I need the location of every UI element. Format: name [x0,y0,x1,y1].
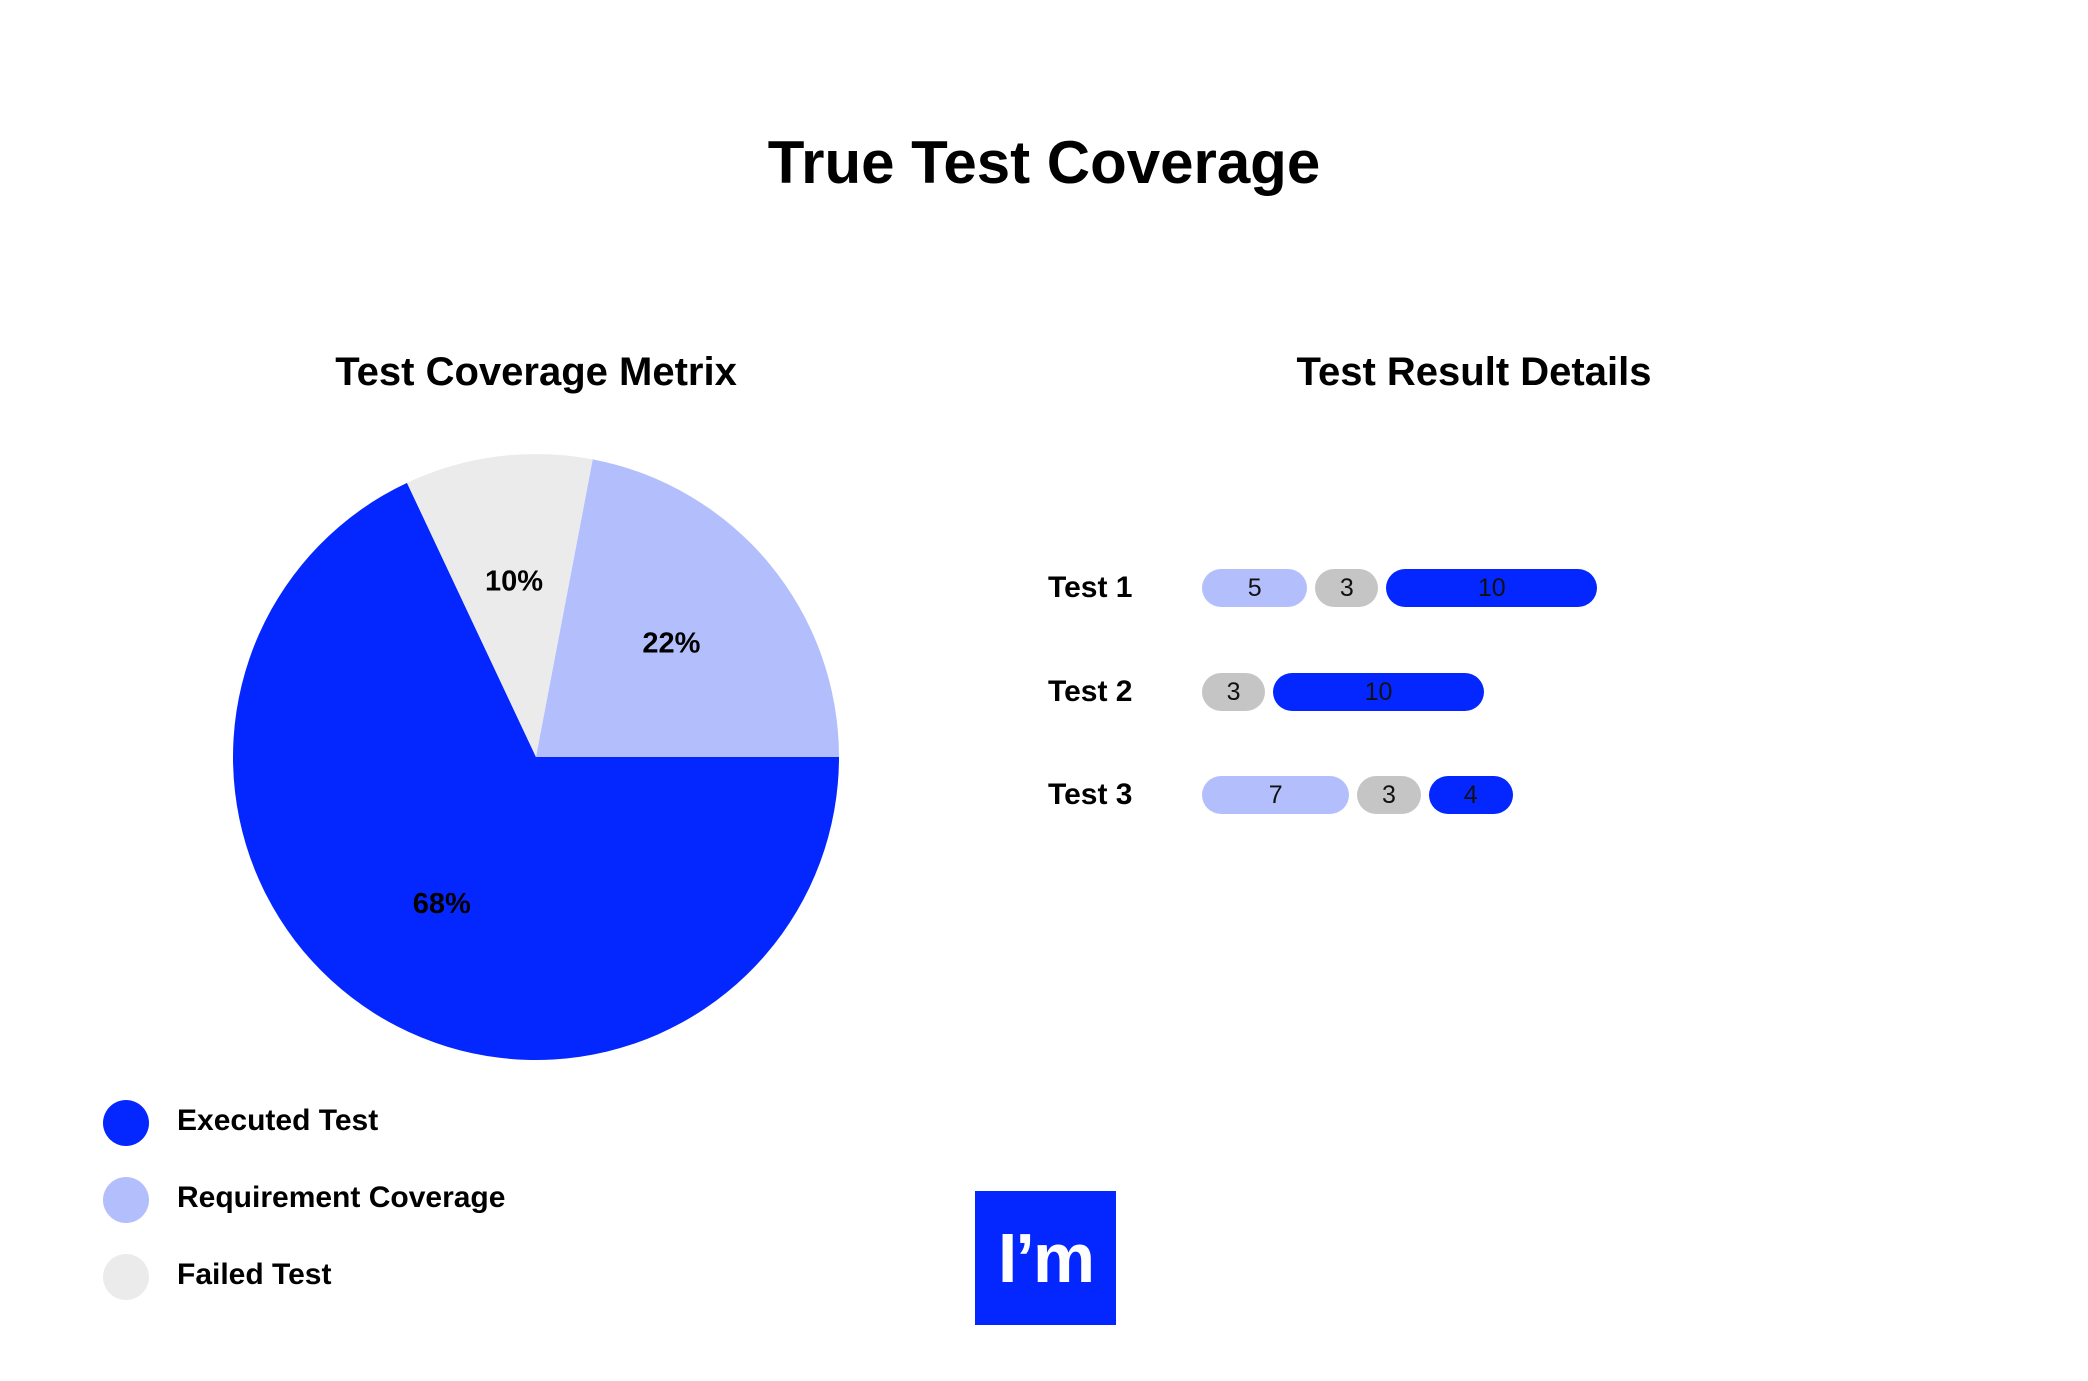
bar-segment: 3 [1202,673,1266,711]
bar-chart-title: Test Result Details [1296,350,1652,394]
legend-label-requirement: Requirement Coverage [177,1181,506,1214]
bar-row-test-1: Test 1 5 3 10 [1048,568,1948,608]
pie-chart-title: Test Coverage Metrix [335,350,737,394]
bar-segment: 5 [1202,569,1308,607]
pie-slice-requirement [536,459,839,757]
bar-segment: 10 [1273,673,1484,711]
bar-segment: 10 [1386,569,1598,607]
pie-value-label-failed: 10% [485,565,543,597]
bar-segment: 7 [1202,776,1350,814]
legend-swatch-executed [103,1100,149,1146]
bar-row-test-2: Test 2 3 10 [1048,672,1948,712]
pie-value-label-executed: 68% [413,888,471,920]
page-title: True Test Coverage [767,129,1321,196]
bar-row-label: Test 3 [1048,778,1133,811]
bar-row-label: Test 2 [1048,675,1133,708]
bar-segment: 4 [1428,776,1513,814]
pie-slice-failed [406,454,593,757]
pie-slice-executed [233,482,840,1060]
legend-label-executed: Executed Test [177,1104,379,1137]
bar-row-label: Test 1 [1048,571,1133,604]
bar-segment: 3 [1357,776,1421,814]
brand-logo: I’m [975,1191,1116,1325]
pie-value-label-requirement: 22% [642,628,700,660]
legend-label-failed: Failed Test [177,1258,332,1291]
bar-segment: 3 [1315,569,1379,607]
legend-swatch-requirement [103,1177,149,1223]
legend-swatch-failed [103,1254,149,1300]
